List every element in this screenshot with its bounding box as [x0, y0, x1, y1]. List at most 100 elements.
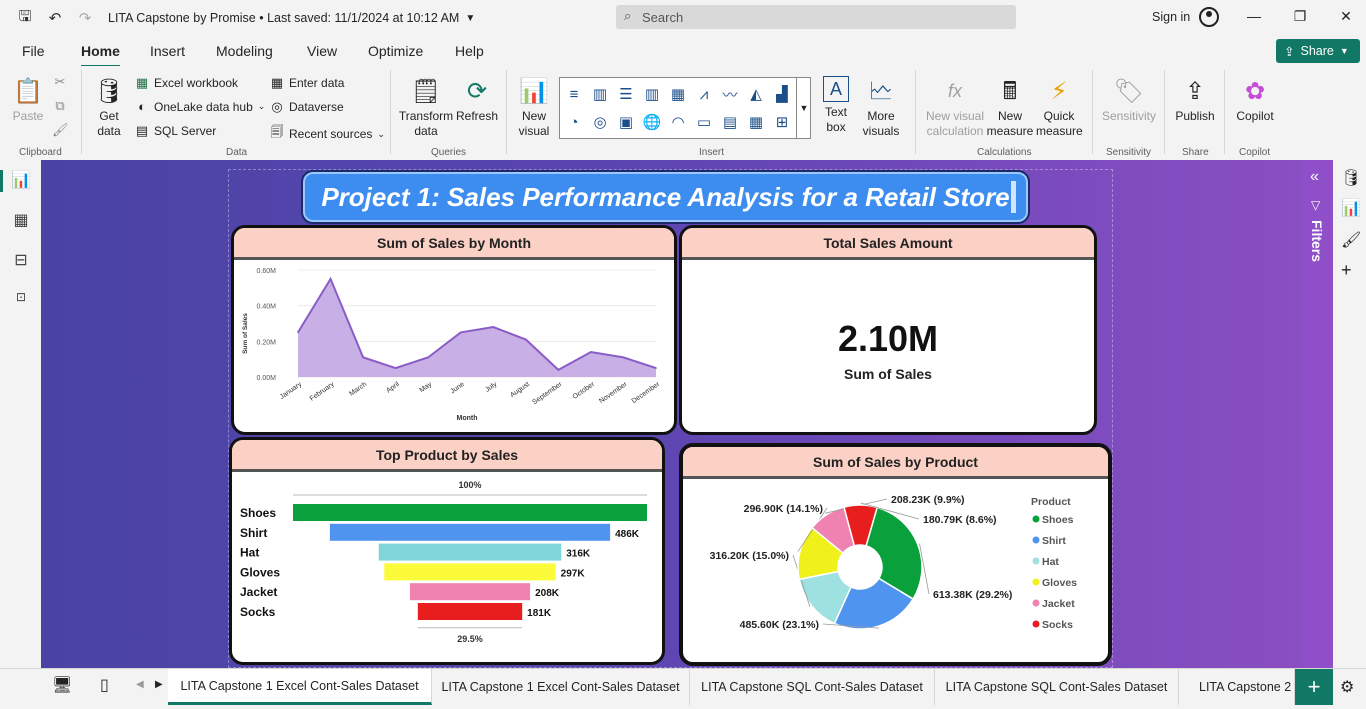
y-axis-label: Sum of Sales: [242, 313, 249, 354]
menu-help[interactable]: Help: [455, 43, 484, 59]
minimize-icon[interactable]: —: [1247, 8, 1261, 24]
share-button[interactable]: ⇪ Share ▼: [1276, 39, 1360, 63]
collapse-icon[interactable]: «: [1310, 168, 1319, 185]
sql-server-button[interactable]: ▤ SQL Server: [135, 123, 217, 138]
combo-chart-icon[interactable]: ⩘: [699, 85, 709, 103]
avatar[interactable]: [1199, 7, 1219, 27]
mobile-layout-icon[interactable]: ▯: [100, 677, 109, 694]
x-tick-label: February: [309, 381, 336, 403]
data-point: [590, 351, 592, 353]
add-page-button[interactable]: +: [1295, 669, 1333, 705]
copilot-button[interactable]: ✿ Copilot: [1236, 77, 1274, 123]
x-tick-label: August: [509, 381, 531, 399]
x-tick-label: April: [385, 381, 401, 395]
publish-button[interactable]: ⇪ Publish: [1175, 77, 1215, 123]
tab-scroll-right-icon[interactable]: ▶: [155, 679, 163, 690]
save-icon[interactable]: 🖫: [18, 7, 32, 25]
refresh-button[interactable]: ⟳ Refresh: [456, 77, 499, 123]
menu-modeling[interactable]: Modeling: [216, 43, 273, 59]
visualizations-icon[interactable]: 📊: [1341, 200, 1361, 217]
cut-icon[interactable]: ✂: [54, 74, 66, 89]
leader-line: [919, 543, 930, 595]
menu-insert[interactable]: Insert: [150, 43, 186, 59]
add-pane-icon[interactable]: +: [1341, 260, 1352, 280]
table-visual-icon[interactable]: ▦: [748, 114, 764, 131]
map-icon[interactable]: 🌐: [642, 114, 662, 131]
format-icon[interactable]: 🖌: [1341, 232, 1362, 249]
menu-view[interactable]: View: [307, 43, 338, 59]
sign-in-link[interactable]: Sign in: [1152, 10, 1191, 24]
card-icon[interactable]: ▭: [696, 114, 712, 131]
report-canvas[interactable]: Project 1: Sales Performance Analysis fo…: [41, 160, 1301, 668]
paste-button[interactable]: 📋 Paste: [12, 77, 44, 123]
gallery-expand-icon[interactable]: ▼: [796, 78, 811, 138]
menu-home[interactable]: Home: [81, 43, 120, 68]
model-view-icon[interactable]: ⊟: [14, 252, 28, 269]
page-tab[interactable]: LITA Capstone SQL Cont-Sales Dataset: [690, 669, 935, 705]
area-chart-icon[interactable]: ◭: [750, 86, 762, 103]
top-product-card[interactable]: Top Product by Sales 100% Shoes Shirt 486K H…: [229, 437, 665, 665]
ribbon-chart-icon[interactable]: ▟: [776, 86, 788, 103]
data-pane-icon[interactable]: 🛢: [1341, 170, 1362, 187]
text-box-button[interactable]: A Text box: [818, 76, 854, 135]
page-tab[interactable]: LITA Capstone 2 E: [1179, 669, 1295, 705]
table-view-icon[interactable]: ▦: [13, 212, 29, 229]
column-chart-icon[interactable]: ▥: [592, 86, 608, 103]
clustered-column-icon[interactable]: ▥: [644, 86, 660, 103]
sales-by-product-card[interactable]: Sum of Sales by Product 613.38K (29.2%) 4…: [679, 443, 1112, 666]
text-box-icon: A: [823, 76, 849, 102]
menu-file[interactable]: File: [22, 43, 45, 59]
format-painter-icon[interactable]: 🖌: [52, 122, 69, 137]
new-visual-button[interactable]: 📊 New visual: [518, 77, 550, 138]
legend-title: Product: [1031, 496, 1071, 508]
recent-sources-button[interactable]: 🗐 Recent sources ⌄: [270, 123, 385, 145]
copy-icon[interactable]: ⧉: [55, 98, 65, 113]
clustered-bar-icon[interactable]: ☰: [619, 86, 633, 103]
search-input[interactable]: ⌕ Search: [616, 5, 1016, 29]
pie-chart-icon[interactable]: ◔: [569, 113, 579, 131]
close-icon[interactable]: ✕: [1340, 8, 1352, 24]
matrix-icon[interactable]: ⊞: [775, 114, 789, 131]
chevron-down-icon[interactable]: ▼: [465, 12, 476, 24]
new-visual-calculation-button[interactable]: fx New visual calculation: [922, 76, 988, 139]
enter-data-button[interactable]: ▦ Enter data: [270, 75, 345, 90]
tab-scroll-left-icon[interactable]: ◀: [136, 679, 144, 690]
desktop-layout-icon[interactable]: 🖥: [52, 677, 73, 694]
treemap-icon[interactable]: ▣: [618, 114, 634, 131]
funnel-category-label: Socks: [240, 605, 276, 619]
maximize-icon[interactable]: ❐: [1293, 8, 1307, 24]
leader-line: [822, 623, 880, 629]
report-title-banner[interactable]: Project 1: Sales Performance Analysis fo…: [301, 170, 1030, 224]
excel-workbook-button[interactable]: ▦ Excel workbook: [135, 75, 239, 90]
page-tab[interactable]: LITA Capstone 1 Excel Cont-Sales Dataset: [168, 669, 432, 705]
transform-data-button[interactable]: 🗒 Transform data: [398, 77, 454, 138]
quick-measure-button[interactable]: ⚡ Quick measure: [1036, 77, 1083, 138]
undo-icon[interactable]: ↶: [48, 10, 62, 27]
data-point: [329, 278, 332, 280]
sales-by-month-card[interactable]: Sum of Sales by Month 0.00M 0.20M 0.40M 0.6…: [231, 225, 677, 435]
dataverse-button[interactable]: ◎ Dataverse: [271, 99, 344, 114]
new-measure-button[interactable]: 🖩 New measure: [986, 77, 1034, 138]
report-view-icon[interactable]: 📊: [11, 172, 31, 189]
line-chart-icon[interactable]: 〰: [722, 86, 738, 104]
filters-pane[interactable]: « ▽ Filters: [1301, 160, 1333, 668]
stacked-bar-icon[interactable]: ≡: [569, 85, 579, 103]
stacked-column-icon[interactable]: ▦: [670, 86, 686, 103]
multirow-card-icon[interactable]: ▤: [722, 114, 738, 131]
page-tab[interactable]: LITA Capstone SQL Cont-Sales Dataset: [935, 669, 1179, 705]
sensitivity-button[interactable]: 🏷 Sensitivity: [1101, 77, 1157, 123]
settings-icon[interactable]: ⚙: [1340, 679, 1355, 696]
gauge-icon[interactable]: ◠: [671, 114, 685, 131]
menu-optimize[interactable]: Optimize: [368, 43, 424, 59]
visuals-gallery[interactable]: ≡ ▥ ☰ ▥ ▦ ⩘ 〰 ◭ ▟ ◔ ◎ ▣ 🌐 ◠ ▭ ▤ ▦ ⊞ ▼: [559, 77, 811, 139]
leader-line: [797, 507, 828, 552]
page-tab[interactable]: LITA Capstone 1 Excel Cont-Sales Dataset: [432, 669, 690, 705]
donut-chart-icon[interactable]: ◎: [593, 114, 607, 131]
get-data-button[interactable]: 🛢 Get data: [93, 77, 125, 138]
onelake-button[interactable]: ◐ OneLake data hub ⌄: [135, 99, 265, 114]
dax-query-view-icon[interactable]: ⊡: [15, 290, 27, 304]
redo-icon[interactable]: ↷: [78, 10, 92, 27]
more-visuals-button[interactable]: 🗠 More visuals: [862, 77, 900, 138]
document-title[interactable]: LITA Capstone by Promise • Last saved: 1…: [108, 11, 460, 25]
total-sales-card[interactable]: Total Sales Amount 2.10M Sum of Sales: [679, 225, 1097, 435]
